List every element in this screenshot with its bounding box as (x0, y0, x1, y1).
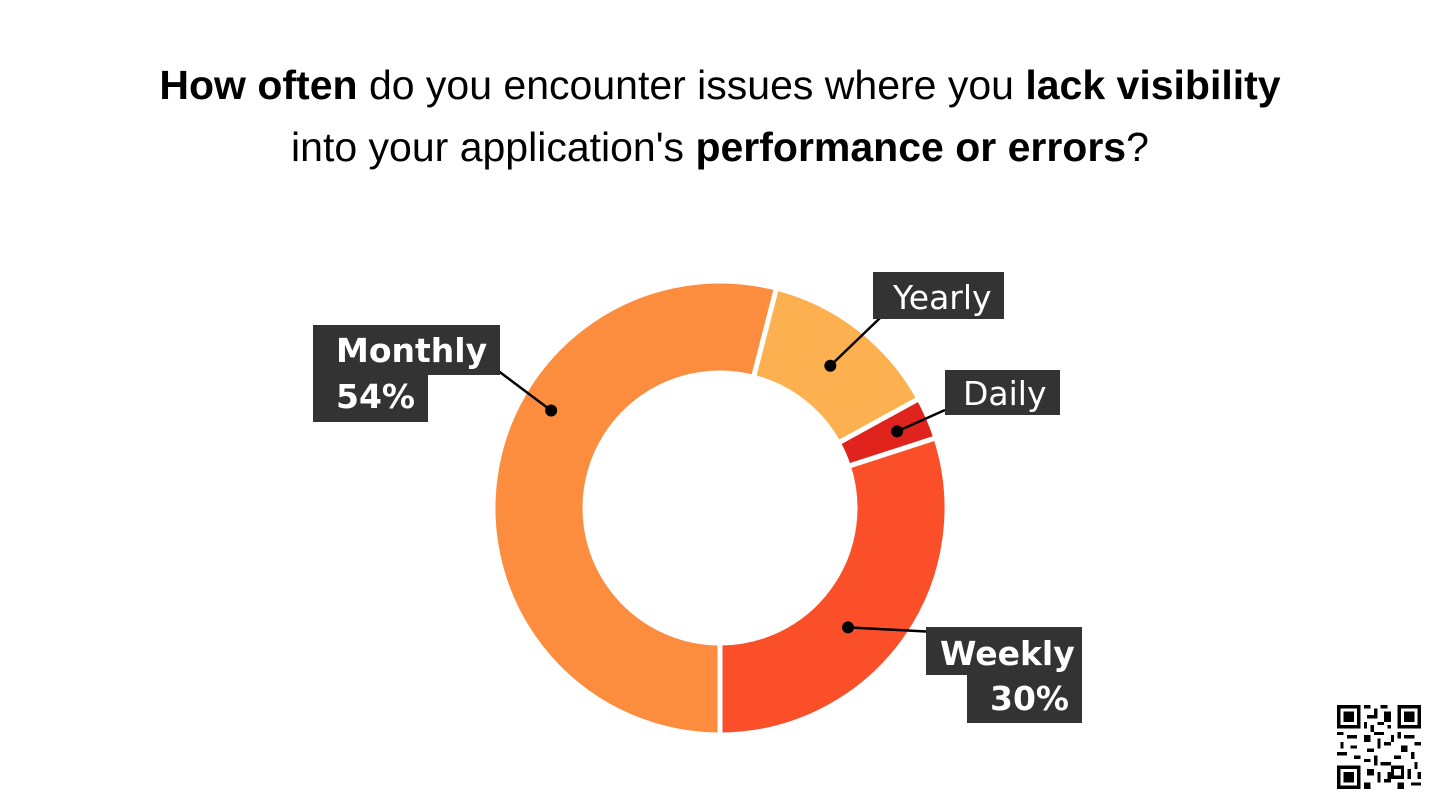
label-box-weekly (926, 627, 1082, 675)
label-box-monthly (313, 325, 500, 375)
leader-line-monthly (496, 368, 552, 412)
leader-line-yearly (829, 317, 881, 367)
slice-value-weekly: 30% (990, 679, 1069, 718)
leader-dot-monthly (545, 404, 558, 417)
leader-dot-yearly (824, 359, 837, 372)
slice-label-monthly: Monthly (336, 331, 487, 370)
label-box-weekly (967, 673, 1082, 723)
leader-line-daily (896, 408, 946, 433)
leader-dot-daily (891, 425, 904, 438)
title-line-2: into your application's performance or e… (291, 124, 1149, 170)
label-box-daily (945, 370, 1060, 415)
qr-code-icon (1337, 705, 1421, 789)
leader-dot-weekly (841, 621, 854, 634)
label-box-monthly (313, 373, 428, 422)
slice-label-daily: Daily (963, 374, 1047, 413)
leader-line-weekly (847, 626, 936, 634)
slice-monthly (490, 278, 780, 738)
title-line-1: How often do you encounter issues where … (159, 62, 1281, 108)
slice-value-monthly: 54% (336, 377, 415, 416)
label-box-yearly (873, 272, 1004, 319)
slice-label-weekly: Weekly (940, 634, 1075, 673)
slice-weekly (717, 434, 950, 738)
slice-label-yearly: Yearly (892, 278, 992, 317)
chart-title: How often do you encounter issues where … (0, 54, 1440, 178)
